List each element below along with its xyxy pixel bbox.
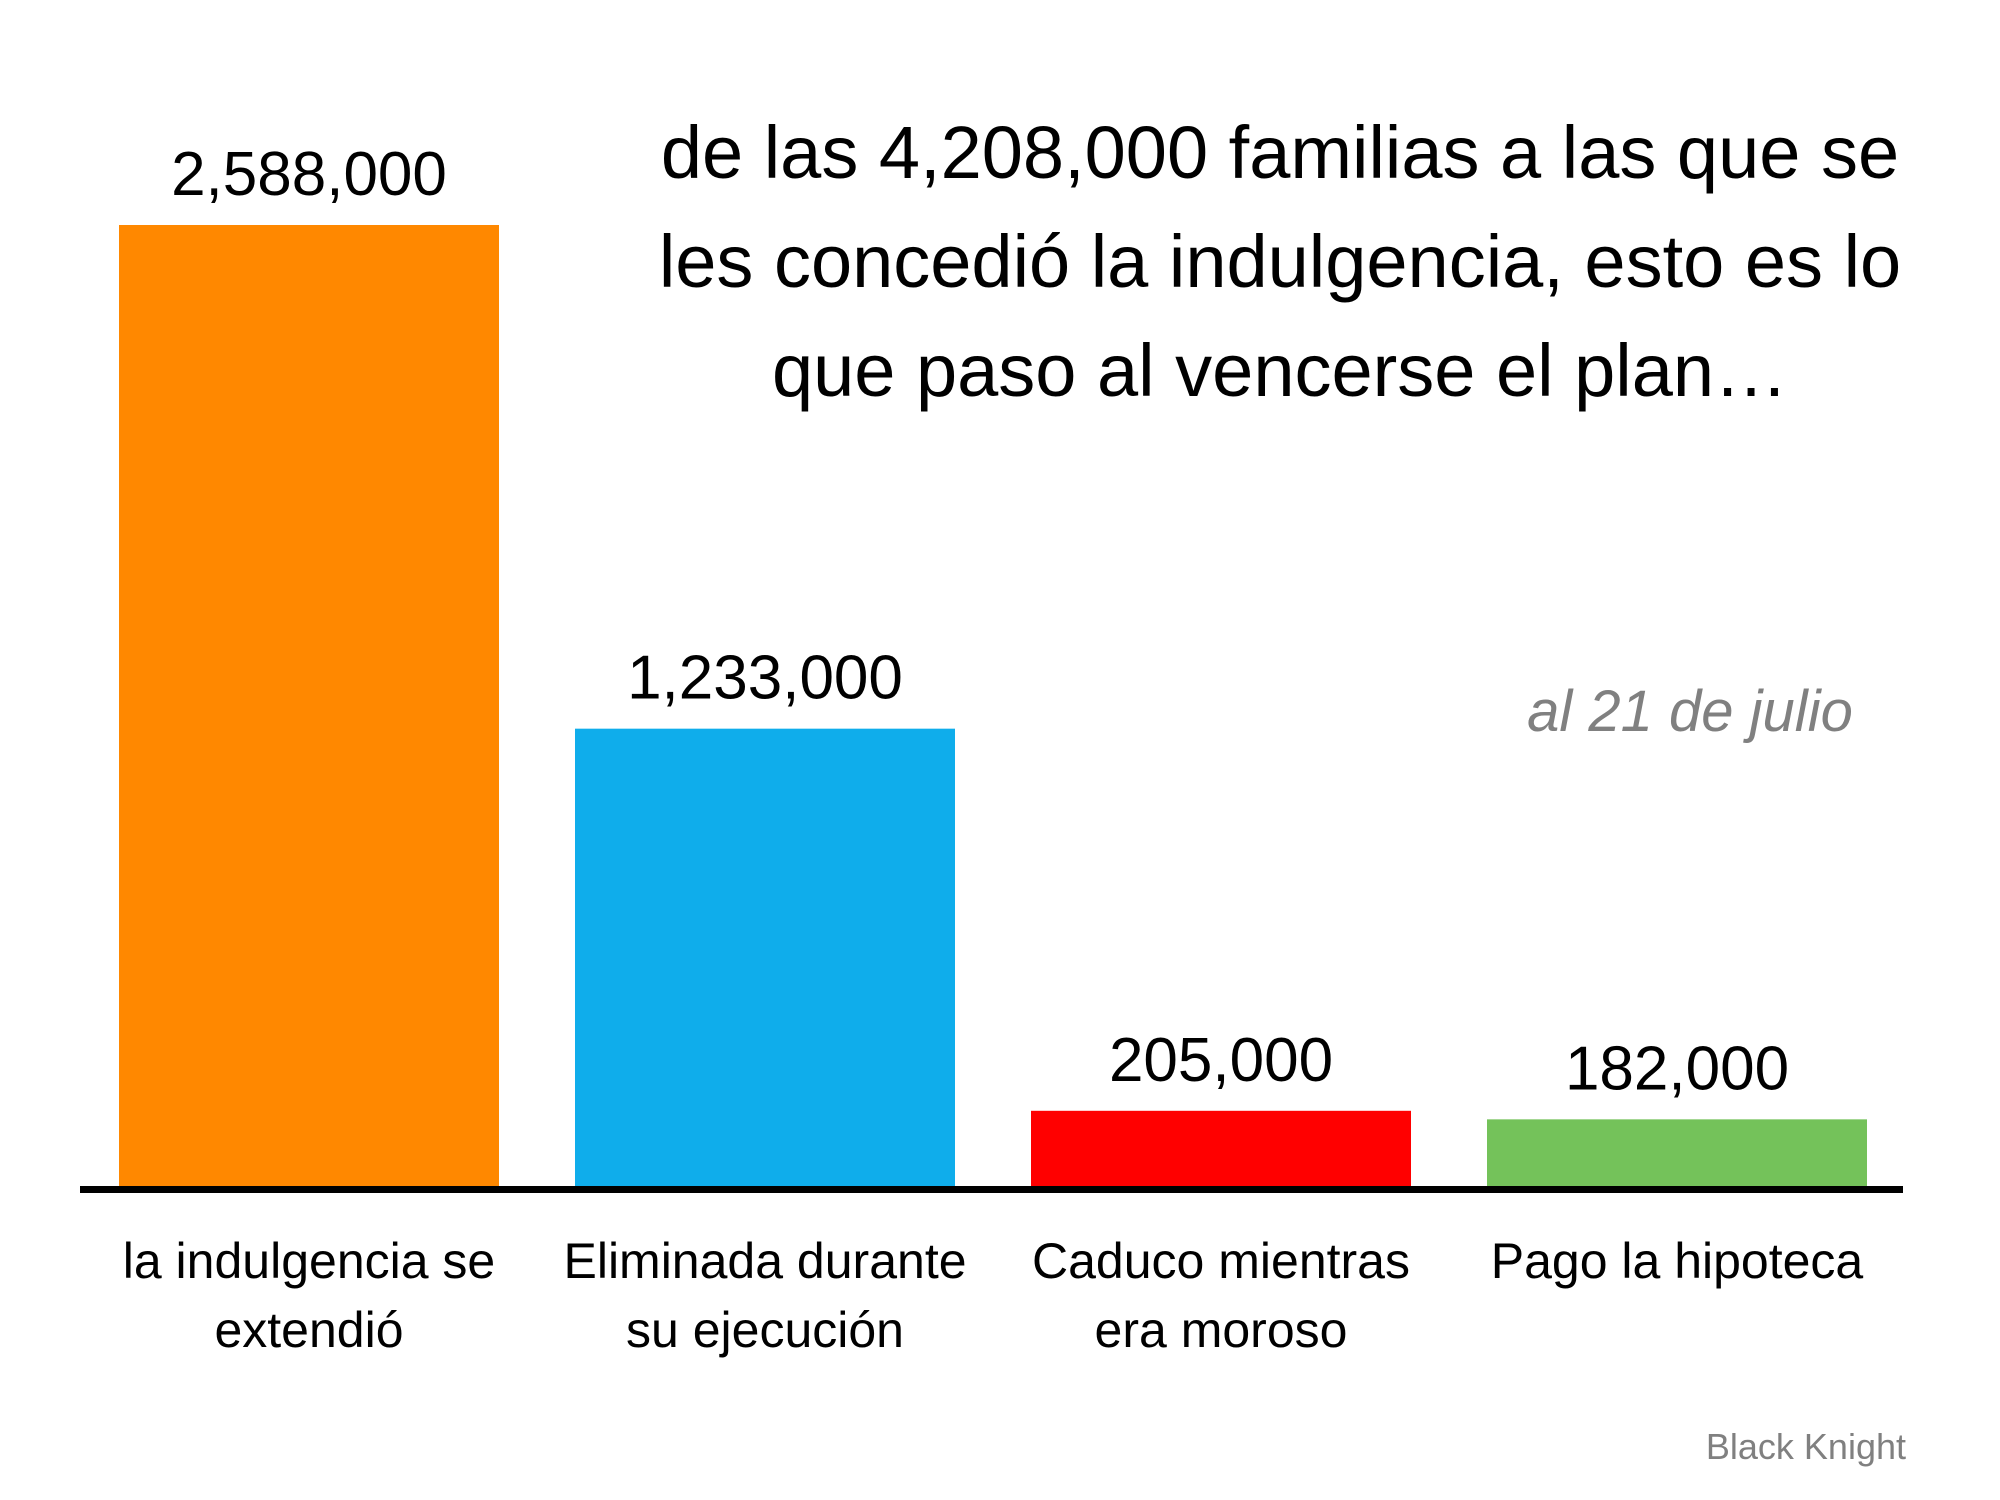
chart-title: de las 4,208,000 familias a las que se l…	[658, 111, 1902, 412]
data-label-1: 2,588,000	[171, 140, 447, 209]
source-label: Black Knight	[1705, 1426, 1906, 1467]
category-label-1-line-1: la indulgencia se	[123, 1233, 496, 1289]
category-label-3-line-2: era moroso	[1095, 1302, 1348, 1358]
bar-3	[1031, 1110, 1411, 1187]
data-label-3: 205,000	[1109, 1026, 1333, 1095]
chart-subtitle-date: al 21 de julio	[1527, 679, 1853, 744]
category-label-2-line-2: su ejecución	[626, 1302, 904, 1358]
x-axis-line	[80, 1186, 1903, 1193]
category-label-1-line-2: extendió	[214, 1302, 403, 1358]
data-label-2: 1,233,000	[627, 644, 903, 713]
bar-4	[1487, 1119, 1867, 1187]
bar-2	[575, 728, 955, 1187]
category-label-3-line-1: Caduco mientras	[1032, 1233, 1410, 1289]
category-label-2-line-1: Eliminada durante	[563, 1233, 966, 1289]
bar-1	[119, 225, 499, 1187]
data-label-4: 182,000	[1565, 1034, 1789, 1103]
category-label-4-line-1: Pago la hipoteca	[1491, 1233, 1864, 1289]
